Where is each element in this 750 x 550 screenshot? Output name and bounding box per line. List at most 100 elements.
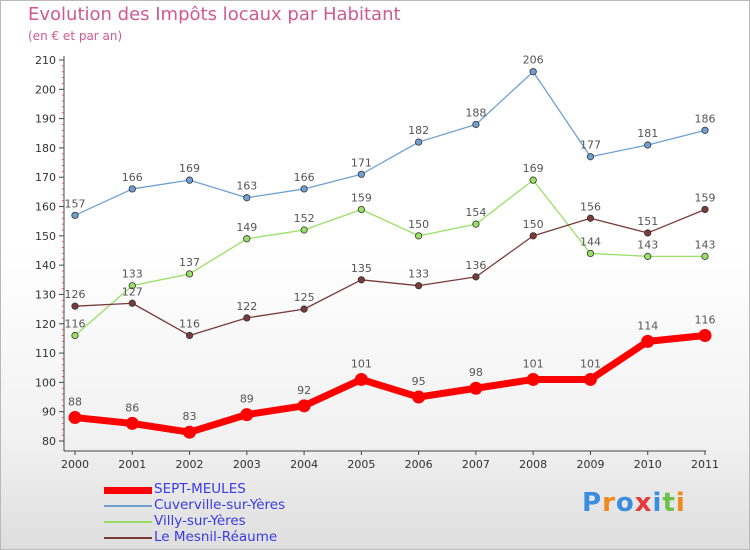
data-point [128,299,136,307]
legend-swatch-cuverville [104,505,152,507]
data-label: 122 [236,300,257,313]
x-tick-label: 2008 [519,458,547,471]
data-label: 98 [469,366,483,379]
legend-swatch-villy [104,521,152,523]
y-tick-label: 90 [42,406,56,419]
x-tick-label: 2010 [634,458,662,471]
data-label: 101 [523,357,544,370]
data-point [469,381,483,395]
data-point [71,211,79,219]
data-point [529,232,537,240]
data-point [472,273,480,281]
legend-swatch-sept-meules [104,487,152,494]
data-label: 151 [637,215,658,228]
data-label: 206 [523,54,544,67]
x-tick-label: 2003 [233,458,261,471]
x-tick-label: 2006 [405,458,433,471]
x-tick-label: 2001 [118,458,146,471]
data-point [300,185,308,193]
data-label: 116 [695,313,716,326]
data-point [641,334,655,348]
logo-letter: t [662,488,676,518]
data-label: 166 [294,171,315,184]
y-tick-label: 120 [35,318,56,331]
data-point [357,205,365,214]
data-label: 156 [580,200,601,213]
legend-label-cuverville: Cuverville-sur-Yères [154,497,286,513]
data-label: 177 [580,139,601,152]
data-label: 126 [65,288,86,301]
y-tick-label: 140 [35,259,56,272]
data-point [701,252,709,260]
data-point [357,170,365,178]
data-label: 159 [351,191,372,204]
data-point [701,126,709,134]
data-label: 186 [695,112,716,125]
data-point [644,252,652,260]
x-tick-label: 2009 [576,458,604,471]
data-label: 149 [236,221,257,234]
x-tick-label: 2002 [176,458,204,471]
data-point [472,120,480,129]
data-point [644,141,652,149]
data-label: 133 [122,268,143,281]
data-point [586,249,595,258]
y-tick-label: 130 [35,288,56,301]
data-point [185,176,194,184]
data-label: 150 [523,218,544,231]
data-point [71,302,79,310]
x-tick-label: 2007 [462,458,490,471]
legend-label-villy: Villy-sur-Yères [154,513,246,529]
data-point [698,328,712,342]
data-label: 101 [351,357,372,370]
y-tick-label: 210 [35,54,56,67]
chart-title: Evolution des Impôts locaux par Habitant [28,4,401,25]
data-label: 152 [294,212,315,225]
data-label: 150 [408,218,429,231]
data-label: 166 [122,171,143,184]
data-point [243,314,251,322]
y-tick-label: 200 [35,83,56,96]
y-tick-label: 180 [35,142,56,155]
y-tick-label: 80 [42,435,56,448]
x-tick-label: 2005 [347,458,375,471]
data-label: 188 [465,106,486,119]
data-label: 137 [179,256,200,269]
logo-letter: x [634,488,653,518]
data-point [586,214,595,222]
x-tick-label: 2004 [290,458,318,471]
y-tick-label: 110 [35,347,56,360]
data-point [415,232,423,240]
chart-subtitle: (en € et par an) [28,29,123,43]
data-point [185,331,194,340]
data-point [644,229,652,237]
legend-swatch-le-mesnil [104,537,152,539]
y-tick-label: 160 [35,201,56,214]
data-point [243,235,251,243]
legend-label-sept-meules: SEPT-MEULES [154,481,246,497]
y-tick-label: 150 [35,230,56,243]
y-tick-label: 100 [35,376,56,389]
data-label: 89 [240,393,254,406]
logo-letter: i [675,488,686,518]
data-label: 88 [68,396,82,409]
data-label: 86 [125,401,139,414]
data-point [701,205,709,214]
data-label: 136 [465,259,486,272]
data-label: 169 [179,162,200,175]
series-line-1 [74,71,706,216]
data-label: 163 [236,180,257,193]
data-point [300,305,308,313]
data-label: 101 [580,357,601,370]
logo-letter: P [582,488,603,518]
data-label: 116 [179,317,200,330]
data-point [243,194,251,202]
data-point [128,282,136,290]
data-point [526,372,540,386]
data-label: 114 [637,319,658,332]
data-label: 95 [412,375,426,388]
y-tick-label: 170 [35,171,56,184]
logo-letter: o [615,488,635,518]
data-point [529,68,537,76]
